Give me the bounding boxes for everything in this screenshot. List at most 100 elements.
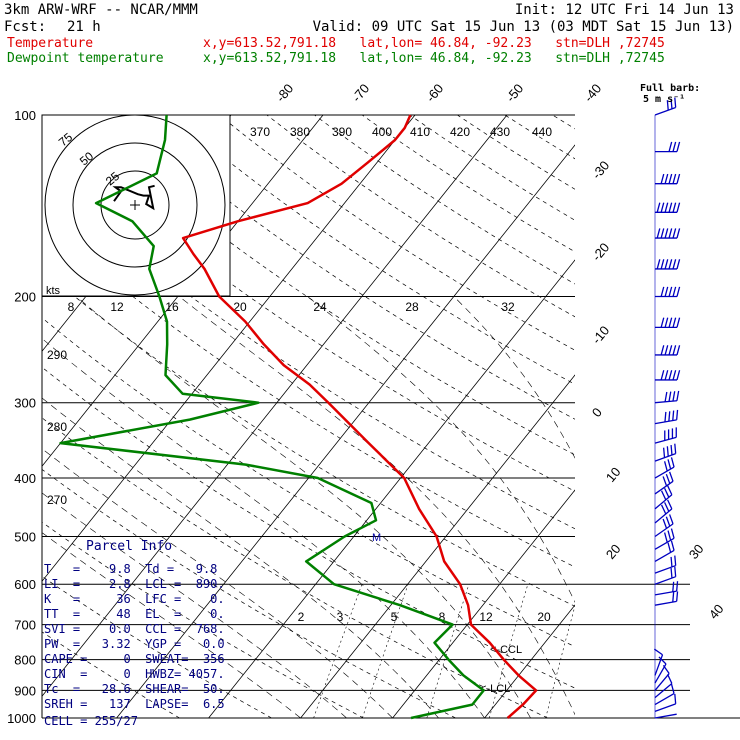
wind-barb-flag bbox=[664, 259, 669, 270]
parcel-row: CELL = 255/27 bbox=[44, 714, 138, 728]
wind-barb-flag bbox=[672, 581, 675, 592]
pressure-label: 100 bbox=[14, 108, 36, 123]
wind-barb-flag bbox=[672, 370, 677, 381]
wind-barbs bbox=[653, 97, 681, 719]
wind-barb bbox=[655, 228, 681, 239]
wind-barb bbox=[654, 664, 670, 691]
wind-barb-flag bbox=[663, 532, 668, 543]
dry-adiabat-line bbox=[42, 631, 180, 718]
parcel-row: TT = 48 EL = 0. bbox=[44, 607, 225, 621]
barb-legend-line1: Full barb: bbox=[640, 83, 701, 94]
wind-barb-flag bbox=[676, 173, 681, 184]
wind-barb-flag bbox=[668, 317, 673, 328]
isotherm-line bbox=[300, 374, 575, 718]
dry-adiabat-line bbox=[314, 115, 575, 285]
wind-barb bbox=[655, 141, 681, 153]
wind-barb-staff bbox=[654, 682, 673, 699]
wind-barb-flag bbox=[672, 317, 677, 328]
parcel-row: CIN = 0 HWBZ= 4057. bbox=[44, 667, 225, 681]
parcel-row: T = 9.8 Td = 9.8 bbox=[44, 562, 218, 576]
wind-barb-flag bbox=[676, 228, 681, 239]
wind-barb-flag bbox=[667, 674, 673, 684]
dry-adiabat-line bbox=[42, 366, 575, 689]
parcel-row: CAPE = 0 SWEAT= 356 bbox=[44, 652, 225, 666]
wind-barb-flag bbox=[676, 141, 681, 152]
wind-barb-flag bbox=[672, 141, 677, 152]
theta-label: 390 bbox=[332, 125, 352, 139]
wind-barb-flag bbox=[670, 457, 675, 468]
parcel-row: Tc = 28.6 SHEAR= 50. bbox=[44, 682, 225, 696]
wind-barb-flag bbox=[668, 514, 674, 525]
wind-barb bbox=[654, 427, 677, 444]
pressure-label: 500 bbox=[14, 529, 36, 544]
wind-barb-flag bbox=[664, 370, 669, 381]
theta-label: 410 bbox=[410, 125, 430, 139]
isotherm-label-right: -30 bbox=[589, 158, 613, 182]
wind-barb-flag bbox=[660, 173, 665, 184]
wind-barb-flag bbox=[660, 259, 665, 270]
wind-barb-flag bbox=[672, 345, 677, 356]
pressure-label: 200 bbox=[14, 290, 36, 305]
theta-label: 430 bbox=[490, 125, 510, 139]
dewpoint-trace bbox=[59, 114, 485, 720]
pressure-label: 600 bbox=[14, 577, 36, 592]
wind-barb-flag bbox=[664, 502, 670, 512]
wind-barb-flag bbox=[670, 540, 675, 551]
wind-barb-flag bbox=[676, 409, 679, 420]
wind-barb bbox=[654, 683, 675, 706]
wind-barb-flag bbox=[660, 317, 665, 328]
wind-barb-flag bbox=[666, 446, 669, 457]
wind-barb-staff bbox=[654, 713, 677, 719]
moist-adiabat-line bbox=[307, 296, 575, 603]
wind-barb-flag bbox=[668, 202, 673, 213]
wind-barb-flag bbox=[676, 370, 681, 381]
wind-barb-flag bbox=[668, 391, 672, 402]
wind-barb bbox=[654, 409, 679, 425]
wind-barb bbox=[654, 443, 677, 462]
wind-barb-flag bbox=[665, 473, 671, 484]
theta-label: 370 bbox=[250, 125, 270, 139]
isotherm-line bbox=[484, 604, 575, 718]
wind-barb-flag bbox=[660, 286, 665, 297]
isotherm-label-top: -70 bbox=[349, 81, 373, 105]
hodograph-speed-label: 8 bbox=[68, 300, 75, 314]
wind-barb bbox=[654, 457, 675, 479]
wind-barb bbox=[654, 499, 673, 524]
mixing-ratio-label: 5 bbox=[391, 610, 398, 624]
isotherm-label-right: -10 bbox=[589, 323, 613, 347]
wind-barb-flag bbox=[662, 664, 670, 674]
wind-barb-flag bbox=[662, 476, 668, 487]
wind-barb bbox=[655, 370, 681, 381]
wind-barb-flag bbox=[668, 286, 673, 297]
parcel-row: PW = 3.32 YGP = 0.0 bbox=[44, 637, 225, 651]
wind-barb-flag bbox=[667, 530, 672, 541]
mixing-ratio-line bbox=[545, 604, 575, 718]
wind-barb-flag bbox=[662, 518, 668, 529]
hodograph-ring bbox=[44, 114, 226, 296]
wind-barb-flag bbox=[668, 173, 673, 184]
isotherm-label-top: -60 bbox=[423, 81, 447, 105]
wind-barb-flag bbox=[664, 286, 669, 297]
theta-label-left: 290 bbox=[47, 348, 67, 362]
wind-barb-flag bbox=[660, 228, 665, 239]
isotherm-line bbox=[116, 144, 575, 718]
wind-barb-flag bbox=[662, 447, 666, 458]
temperature-station-info: x,y=613.52,791.18 lat,lon= 46.84, -92.23… bbox=[203, 36, 665, 51]
wind-barb-flag bbox=[664, 173, 669, 184]
wind-barb-flag bbox=[672, 228, 677, 239]
isotherm-label-top: -40 bbox=[581, 81, 605, 105]
mixing-ratio-line bbox=[620, 584, 651, 718]
wind-barb-flag bbox=[672, 410, 675, 421]
theta-label-left: 280 bbox=[47, 420, 67, 434]
dry-adiabat-line bbox=[171, 115, 575, 385]
temperature-trace bbox=[181, 114, 538, 719]
wind-barb-flag bbox=[660, 504, 667, 515]
wind-barb-flag bbox=[676, 390, 680, 401]
wind-barb-flag bbox=[668, 471, 674, 482]
isotherm-line bbox=[208, 259, 575, 718]
hodograph-speed-label: 32 bbox=[501, 300, 515, 314]
wind-barb bbox=[654, 528, 675, 550]
wind-barb-staff bbox=[654, 673, 670, 691]
wind-barb-flag bbox=[660, 345, 665, 356]
